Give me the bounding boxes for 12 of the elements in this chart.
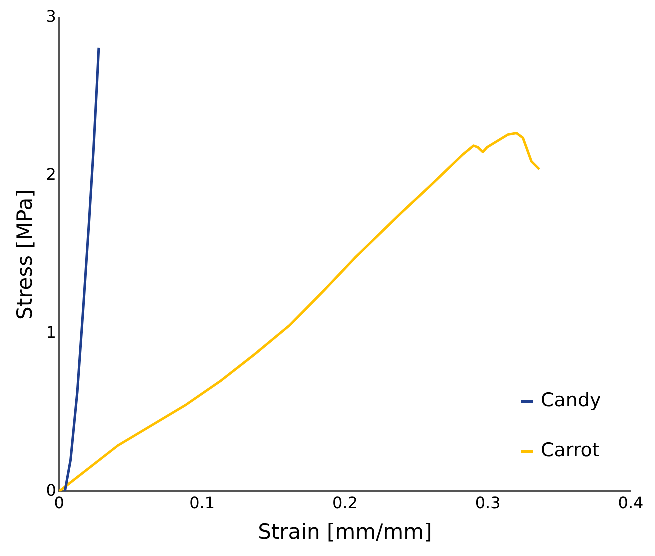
y-tick-label: 1 <box>46 322 56 342</box>
y-tick-label: 3 <box>46 7 56 26</box>
x-axis-title: Strain [mm/mm] <box>258 520 432 544</box>
y-axis-title: Stress [MPa] <box>13 190 38 320</box>
x-tick-label: 0.3 <box>475 493 501 512</box>
y-tick-label: 0 <box>46 480 56 500</box>
x-tick-label: 0.1 <box>190 493 216 512</box>
y-tick-label: 2 <box>46 165 56 184</box>
legend-label: Candy <box>541 390 602 412</box>
legend-label: Carrot <box>541 440 600 462</box>
x-tick-label: 0.2 <box>332 493 358 512</box>
x-tick-label: 0.4 <box>618 493 644 512</box>
